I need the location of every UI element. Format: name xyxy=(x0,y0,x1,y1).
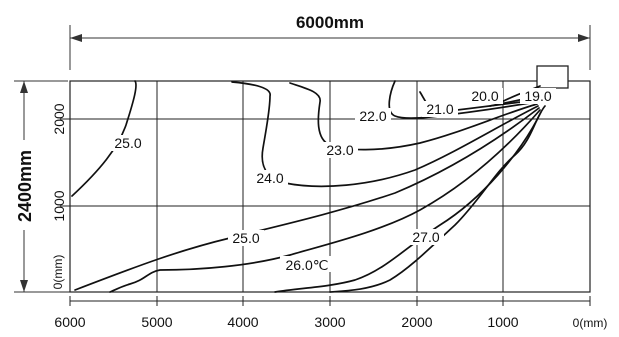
y-tick-label-1000: 1000 xyxy=(51,190,67,221)
y-tick-label-2000: 2000 xyxy=(51,103,67,134)
contour-label-26: 26.0℃ xyxy=(286,257,329,273)
label-bg-24 xyxy=(252,170,288,186)
contour-label-21: 21.0 xyxy=(426,101,453,117)
label-bg-21 xyxy=(422,101,458,117)
contour-label-22: 22.0 xyxy=(359,108,386,124)
contour-label-25-upper: 25.0 xyxy=(114,135,141,151)
contour-line-27 xyxy=(274,111,542,293)
label-bg-20 xyxy=(467,88,503,104)
dim-top-arrow-right xyxy=(578,34,590,42)
title-bg xyxy=(288,14,372,34)
height-label-bg xyxy=(13,140,35,230)
contour-label-20: 20.0 xyxy=(471,88,498,104)
dim-top-arrow-left xyxy=(70,34,82,42)
contour-line-26 xyxy=(109,109,541,293)
x-tick-label-1000: 1000 xyxy=(487,314,518,330)
contour-line-25-upper xyxy=(71,80,137,197)
label-bg-26 xyxy=(280,256,334,272)
air-outlet-box xyxy=(536,65,569,89)
label-bg-25b xyxy=(228,230,264,246)
contour-label-24: 24.0 xyxy=(256,170,283,186)
x-tick-label-5000: 5000 xyxy=(141,314,172,330)
dim-left-arrow-bottom xyxy=(20,280,28,292)
x-axis-ticks xyxy=(69,296,591,306)
contour-label-19: 19.0 xyxy=(524,88,551,104)
x-tick-label-6000: 6000 xyxy=(54,314,85,330)
contour-lines xyxy=(71,80,546,293)
x-unit-label: 0(mm) xyxy=(573,316,608,330)
contour-label-27: 27.0 xyxy=(412,229,439,245)
x-tick-label-4000: 4000 xyxy=(227,314,258,330)
contour-label-23: 23.0 xyxy=(326,142,353,158)
x-tick-label-3000: 3000 xyxy=(314,314,345,330)
height-dimension-label: 2400mm xyxy=(15,150,35,222)
contour-line-floor xyxy=(329,105,546,293)
contour-line-25-lower xyxy=(74,107,540,291)
label-bg-22 xyxy=(355,108,391,124)
label-bg-19 xyxy=(520,88,556,104)
label-bg-23 xyxy=(322,142,358,158)
y-unit-label: 0(mm) xyxy=(51,255,65,290)
x-tick-label-2000: 2000 xyxy=(401,314,432,330)
contour-line-22 xyxy=(388,80,537,119)
label-bg-25a xyxy=(110,135,146,151)
contour-labels: 19.0 20.0 21.0 22.0 23.0 24.0 25.0 25.0 … xyxy=(110,88,556,273)
contour-label-25-lower: 25.0 xyxy=(232,230,259,246)
dim-left-arrow-top xyxy=(20,81,28,93)
label-bg-27 xyxy=(408,229,444,245)
width-dimension-label: 6000mm xyxy=(296,13,364,32)
